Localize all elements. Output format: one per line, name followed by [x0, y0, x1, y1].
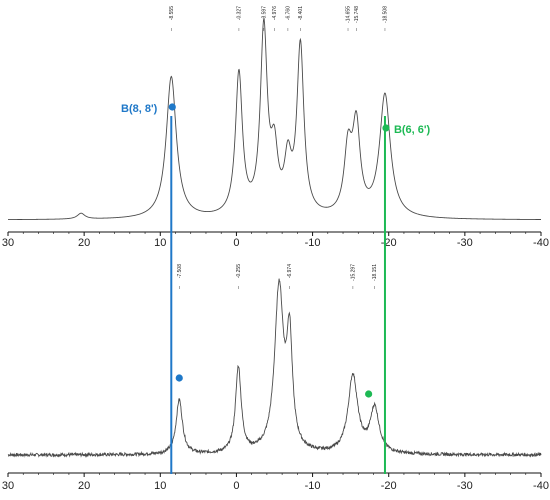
x-tick-label: -20	[381, 480, 397, 492]
peak-label: -7.508	[177, 264, 183, 278]
peak-label: -0.327	[236, 6, 242, 20]
label-b6: B(6, 6')	[394, 124, 431, 136]
x-tick-label: -10	[305, 480, 321, 492]
x-tick-label: 10	[154, 480, 166, 492]
annotation-overlay: B(8, 8') B(6, 6')	[121, 103, 431, 474]
marker-dot-b8-bottom	[175, 374, 183, 382]
label-b8: B(8, 8')	[121, 103, 158, 115]
x-tick-label: 0	[233, 480, 239, 492]
marker-dot-b8-top	[168, 103, 176, 111]
x-tick-label: 30	[2, 237, 14, 249]
marker-dot-b6-bottom	[365, 390, 373, 398]
peak-label: -8.401	[298, 6, 304, 20]
x-tick-label: 20	[78, 237, 90, 249]
x-tick-label: 30	[2, 480, 14, 492]
peak-label: -15.748	[354, 6, 360, 23]
spectrum-trace	[8, 17, 541, 221]
peak-label: -18.151	[372, 264, 378, 281]
x-tick-label: -40	[533, 480, 549, 492]
spectrum-trace	[7, 278, 542, 458]
peak-label: -8.555	[169, 6, 175, 20]
marker-dot-b6-top	[382, 124, 390, 132]
peak-label: -14.655	[346, 6, 352, 23]
peak-label: -15.297	[350, 264, 356, 281]
x-tick-label: 20	[78, 480, 90, 492]
x-tick-label: -30	[457, 480, 473, 492]
bottom-spectrum-panel: 30 20 10 0 -10 -20 -30 -40 -7.508 -0.255 -6.974 -15…	[2, 264, 549, 492]
peak-label: -3.597	[261, 6, 267, 20]
x-tick-label: -20	[381, 237, 397, 249]
x-tick-label: 10	[154, 237, 166, 249]
peak-label: -6.974	[287, 264, 293, 278]
x-tick-label: -10	[305, 237, 321, 249]
peak-label: -4.976	[272, 6, 278, 20]
top-spectrum-panel: 30 20 10 0 -10 -20 -30 -40 -8.555 -0.327 -3.597 -4.…	[2, 6, 549, 249]
peak-label: -18.508	[382, 6, 388, 23]
x-tick-label: -30	[457, 237, 473, 249]
peak-label: -0.255	[236, 264, 242, 278]
x-tick-label: 0	[233, 237, 239, 249]
peak-label: -6.760	[285, 6, 291, 20]
x-tick-label: -40	[533, 237, 549, 249]
